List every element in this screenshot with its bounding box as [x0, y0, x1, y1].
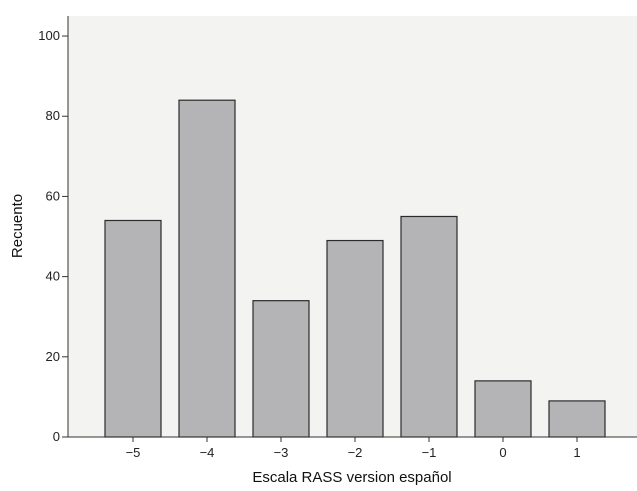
- bars-group: [104, 99, 606, 438]
- x-axis-ticks: −5 −4 −3 −2 −1 0 1: [126, 437, 581, 460]
- x-tick-label: −5: [126, 445, 141, 460]
- y-tick-label: 40: [46, 269, 60, 284]
- y-axis-title: Recuento: [9, 194, 26, 258]
- x-tick-label: −1: [422, 445, 437, 460]
- x-tick-label: −3: [274, 445, 289, 460]
- bar: [104, 219, 162, 438]
- y-tick-label: 0: [53, 429, 60, 444]
- y-axis-ticks: 0 20 40 60 80 100: [38, 28, 68, 444]
- y-tick-label: 100: [38, 28, 60, 43]
- bar: [252, 300, 310, 438]
- x-tick-label: 1: [573, 445, 580, 460]
- x-tick-label: 0: [499, 445, 506, 460]
- y-tick-label: 80: [46, 108, 60, 123]
- bar: [400, 215, 458, 438]
- bar: [548, 400, 606, 438]
- y-tick-label: 20: [46, 349, 60, 364]
- x-tick-label: −2: [348, 445, 363, 460]
- bar: [326, 239, 384, 438]
- bar: [178, 99, 236, 438]
- bar: [474, 380, 532, 438]
- x-axis-title: Escala RASS version español: [252, 469, 451, 486]
- x-tick-label: −4: [200, 445, 215, 460]
- y-tick-label: 60: [46, 188, 60, 203]
